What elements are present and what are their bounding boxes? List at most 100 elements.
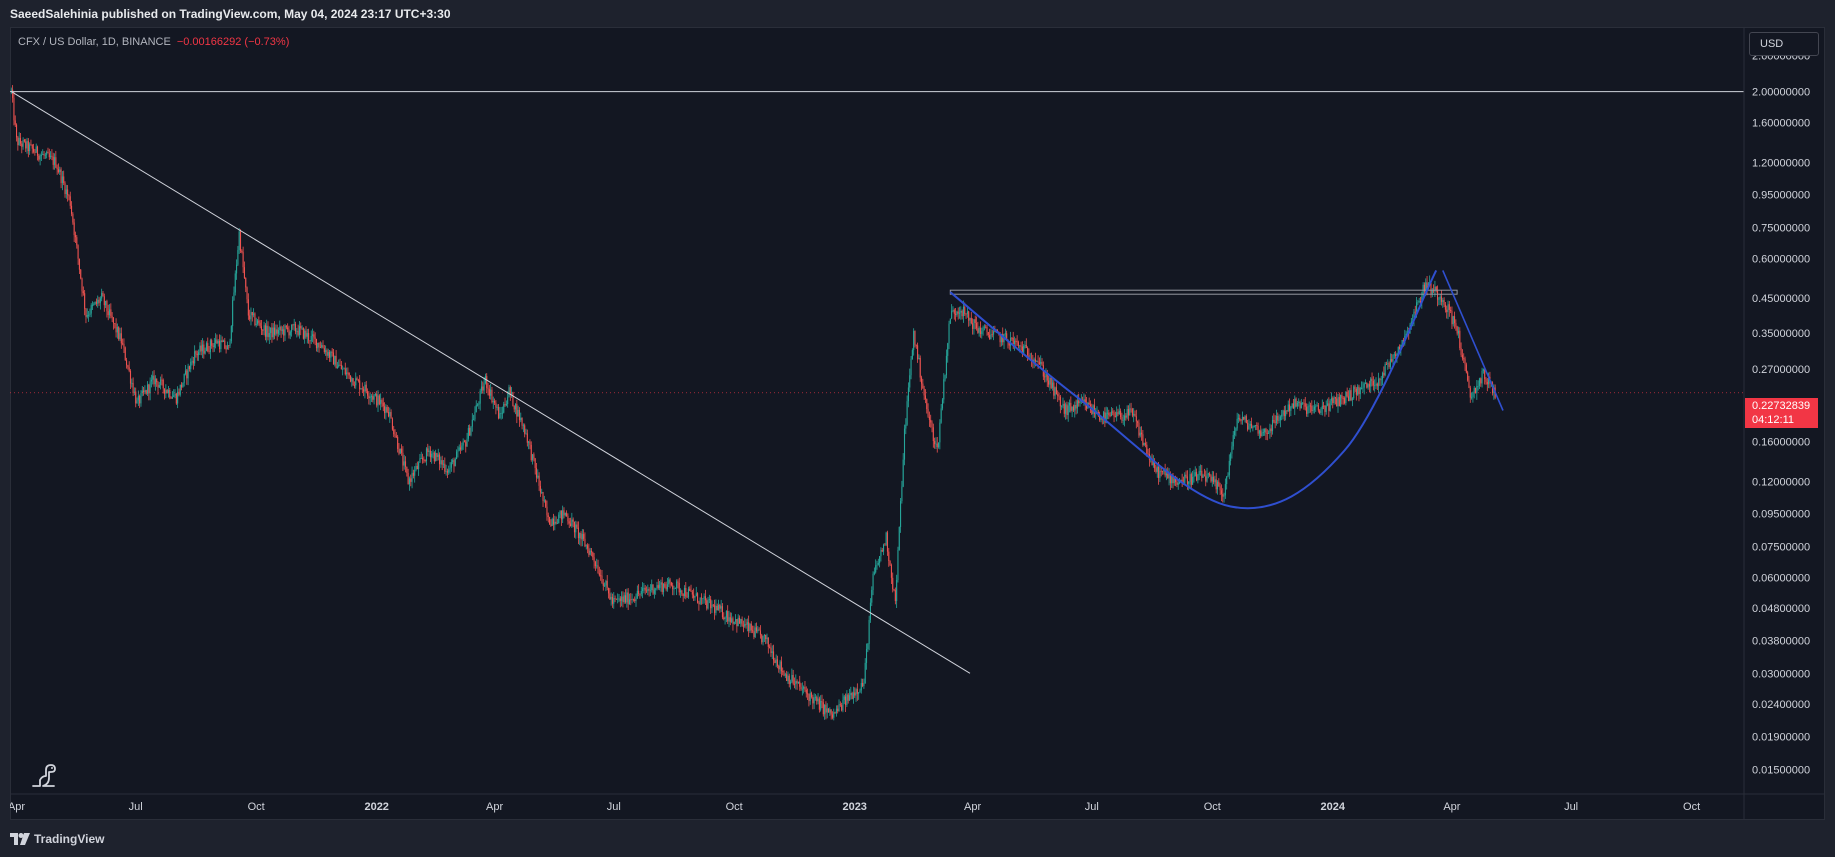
candle	[770, 643, 772, 657]
candle	[112, 317, 115, 330]
candle	[52, 152, 54, 170]
candle	[846, 690, 848, 707]
candle	[297, 324, 299, 337]
candle	[33, 143, 35, 154]
chart-frame[interactable]	[10, 27, 1825, 820]
price-chart[interactable]: 2.600000002.000000001.600000001.20000000…	[10, 27, 1825, 820]
candle	[889, 560, 891, 567]
candle	[1040, 355, 1042, 368]
candle	[1300, 398, 1302, 409]
candle	[606, 575, 608, 591]
candle	[1294, 395, 1296, 416]
candle	[894, 587, 896, 605]
candle	[25, 138, 27, 152]
candle	[732, 616, 734, 631]
candle	[969, 317, 971, 326]
candle	[390, 409, 392, 419]
candle	[1270, 424, 1272, 437]
candle	[780, 656, 782, 678]
cup-curve-drawing[interactable]	[949, 269, 1438, 510]
candle	[1241, 411, 1243, 425]
candle	[677, 579, 679, 589]
candle	[306, 329, 308, 344]
candle	[1452, 315, 1454, 327]
candle	[731, 612, 733, 624]
candle	[1380, 375, 1382, 386]
resistance-level-drawing[interactable]	[949, 289, 1458, 295]
chart-legend[interactable]: CFX / US Dollar, 1D, BINANCE −0.00166292 …	[18, 36, 289, 48]
candle	[782, 667, 784, 676]
candle	[259, 319, 261, 329]
candle	[825, 701, 827, 720]
candle	[594, 560, 596, 571]
candle	[748, 615, 750, 637]
candle	[653, 587, 655, 599]
x-tick-label: 2022	[364, 801, 388, 813]
candle	[115, 318, 117, 338]
candle	[263, 321, 265, 336]
candle	[1202, 473, 1204, 478]
candle	[611, 593, 613, 608]
candle	[854, 687, 856, 698]
candle	[569, 517, 572, 527]
candle	[1438, 297, 1440, 306]
candle	[944, 374, 946, 382]
candle	[1181, 473, 1183, 487]
candle	[1233, 426, 1236, 440]
candle	[1350, 384, 1352, 402]
candle	[710, 595, 712, 615]
candle	[1219, 482, 1221, 495]
candle	[575, 520, 577, 539]
candle	[190, 358, 192, 373]
candle	[120, 327, 122, 349]
candle	[239, 229, 242, 253]
candle	[1095, 408, 1097, 420]
candle	[1436, 285, 1439, 307]
candle	[609, 588, 611, 600]
candle	[43, 150, 45, 160]
candle	[34, 149, 36, 156]
tradingview-brand[interactable]: TradingView	[10, 831, 104, 847]
candle	[483, 377, 485, 395]
candle	[1269, 423, 1271, 439]
candle	[601, 570, 603, 584]
candle	[491, 386, 493, 404]
candle	[1021, 341, 1023, 358]
candle	[68, 194, 70, 201]
candle	[1123, 408, 1126, 427]
candle	[389, 407, 391, 423]
candle	[1110, 407, 1112, 417]
candle	[657, 578, 659, 590]
trendline-drawing[interactable]	[1442, 270, 1504, 411]
candle	[786, 670, 788, 682]
candle	[668, 576, 670, 588]
candle	[989, 328, 991, 340]
currency-button[interactable]: USD	[1749, 32, 1819, 56]
candle	[580, 531, 582, 547]
candle	[1143, 442, 1145, 447]
candle	[18, 132, 20, 146]
candle	[133, 387, 135, 396]
candle	[724, 616, 726, 625]
candle	[1134, 410, 1136, 417]
trendline-drawing[interactable]	[11, 91, 971, 674]
candle	[393, 425, 395, 438]
candle	[1315, 404, 1317, 412]
candle	[837, 705, 839, 714]
x-tick-label: Apr	[486, 801, 503, 813]
candle	[1079, 399, 1081, 407]
x-tick-label: Jul	[607, 801, 621, 813]
candle	[704, 589, 706, 605]
candle	[1198, 465, 1200, 481]
candle	[108, 304, 111, 319]
candle	[492, 396, 494, 409]
candle	[1262, 428, 1264, 436]
candle	[166, 389, 168, 394]
candle	[1065, 402, 1067, 420]
candle	[678, 577, 680, 596]
candle	[215, 333, 217, 349]
candle	[564, 512, 566, 517]
candle	[940, 404, 942, 424]
candle	[1309, 402, 1312, 413]
candle	[160, 376, 162, 390]
